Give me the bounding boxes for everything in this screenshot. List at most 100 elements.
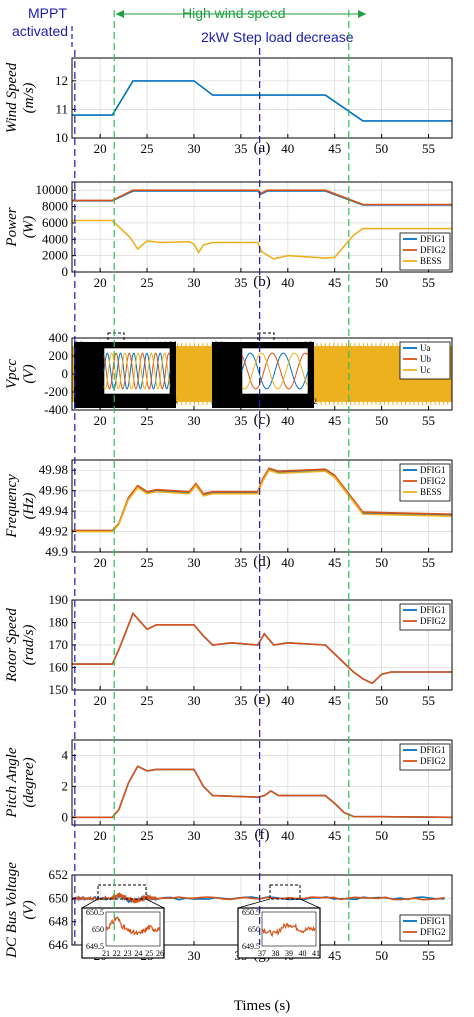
- inset-y-tick: 0: [98, 367, 102, 376]
- panel-caption: (a): [254, 140, 271, 156]
- y-tick-label: 400: [49, 330, 69, 345]
- x-tick-label: 30: [187, 828, 200, 843]
- y-tick-label: 650: [49, 890, 69, 905]
- y-tick-label: 646: [49, 937, 69, 952]
- y-axis-unit: (rad/s): [21, 625, 37, 666]
- x-tick-label: 30: [187, 555, 200, 570]
- y-tick-label: 4000: [42, 231, 68, 246]
- legend-entry: DFIG2: [420, 616, 446, 626]
- x-tick-label: 50: [375, 693, 388, 708]
- legend-box: [399, 743, 451, 771]
- inset-wave: [241, 352, 309, 390]
- x-tick-label: 45: [328, 948, 341, 963]
- mppt-annotation-line1: MPPT: [28, 5, 67, 21]
- x-tick-label: 25: [141, 275, 154, 290]
- x-tick-label: 40: [281, 693, 294, 708]
- high-wind-annotation: High wind speed: [182, 5, 286, 21]
- inset-y-tick: 200: [228, 356, 240, 365]
- inset-x-tick: 40: [299, 949, 307, 958]
- x-tick-label: 35: [234, 413, 247, 428]
- zoom-region: [269, 884, 301, 900]
- x-tick-label: 20: [94, 275, 107, 290]
- y-tick-label: 49.9: [45, 544, 68, 559]
- y-tick-label: 200: [49, 348, 69, 363]
- inset-y-tick: 650.5: [242, 908, 260, 917]
- x-tick-label: 30: [187, 948, 200, 963]
- y-axis-unit: (V): [21, 900, 37, 919]
- inset-x-tick: 41: [312, 949, 320, 958]
- series-line-dfig2: [72, 189, 452, 206]
- x-tick-label: 45: [328, 141, 341, 156]
- y-tick-label: 2000: [42, 248, 68, 263]
- x-tick-label: 55: [422, 275, 435, 290]
- x-tick-label: 40: [281, 413, 294, 428]
- inset-y-tick: 649.5: [86, 942, 104, 951]
- y-tick-label: 10000: [36, 182, 69, 197]
- x-tick-label: 45: [328, 555, 341, 570]
- panel-caption: (b): [253, 274, 271, 290]
- y-axis-unit: (Hz): [21, 493, 37, 520]
- y-tick-label: 4: [62, 747, 69, 762]
- zoom-region: [257, 332, 275, 344]
- inset-wave: [103, 352, 171, 390]
- x-tick-label: 50: [375, 275, 388, 290]
- zoom-connector: [81, 898, 99, 909]
- legend-entry: BESS: [420, 256, 442, 266]
- panel-caption: (c): [254, 412, 271, 428]
- x-tick-label: 55: [422, 413, 435, 428]
- y-tick-label: 180: [49, 615, 69, 630]
- inset-series: [105, 916, 160, 936]
- legend-entry: DFIG2: [420, 476, 446, 486]
- zoom-connector: [145, 898, 165, 909]
- series-line-bess: [72, 469, 453, 533]
- x-tick-label: 20: [94, 693, 107, 708]
- series-line-dfig2: [72, 765, 453, 819]
- inset-x-tick: 37.02: [299, 397, 317, 406]
- y-axis-unit: (W): [21, 216, 37, 239]
- x-tick-label: 45: [328, 413, 341, 428]
- inset-x-tick: 22: [113, 949, 121, 958]
- y-axis-label: DC Bus Voltage: [4, 862, 20, 959]
- inset-x-tick: 36.98: [233, 397, 251, 406]
- series-line-dfig2: [71, 891, 445, 904]
- legend-entry: Uc: [420, 365, 431, 375]
- x-axis-label: Times (s): [234, 998, 291, 1014]
- y-tick-label: 170: [49, 637, 69, 652]
- inset-x-tick: 37: [258, 949, 266, 958]
- y-tick-label: 11: [55, 101, 68, 116]
- zoom-connector: [73, 341, 109, 344]
- x-tick-label: 20: [94, 555, 107, 570]
- y-tick-label: 0: [62, 264, 69, 279]
- y-axis-label: Vpcc: [4, 359, 20, 389]
- x-tick-label: 30: [187, 693, 200, 708]
- x-tick-label: 55: [422, 828, 435, 843]
- x-tick-label: 40: [281, 141, 294, 156]
- y-axis-unit: (degree): [21, 757, 37, 807]
- x-tick-label: 40: [281, 555, 294, 570]
- x-tick-label: 25: [141, 555, 154, 570]
- y-tick-label: 150: [49, 682, 69, 697]
- inset-y-tick: 400: [228, 344, 240, 353]
- x-tick-label: 40: [281, 828, 294, 843]
- inset-y-tick: 200: [90, 356, 102, 365]
- y-tick-label: 0: [62, 366, 69, 381]
- inset-x-tick: 38: [272, 949, 280, 958]
- y-axis-unit: (V): [21, 364, 37, 383]
- y-tick-label: 49.94: [39, 503, 69, 518]
- legend-box: [399, 463, 451, 502]
- x-tick-label: 35: [234, 828, 247, 843]
- x-tick-label: 35: [234, 141, 247, 156]
- step-load-annotation: 2kW Step load decrease: [201, 29, 354, 45]
- inset-x-tick: 21.5: [163, 397, 177, 406]
- inset-wave: [103, 352, 171, 390]
- legend-entry: DFIG1: [420, 465, 446, 475]
- x-tick-label: 50: [375, 141, 388, 156]
- plot-area: [72, 58, 452, 138]
- inset-y-tick: -200: [87, 379, 102, 388]
- y-tick-label: 652: [49, 867, 69, 882]
- legend-entry: DFIG2: [420, 245, 446, 255]
- x-tick-label: 50: [375, 948, 388, 963]
- y-axis-label: Rotor Speed: [4, 608, 20, 683]
- legend-entry: Ua: [420, 343, 431, 353]
